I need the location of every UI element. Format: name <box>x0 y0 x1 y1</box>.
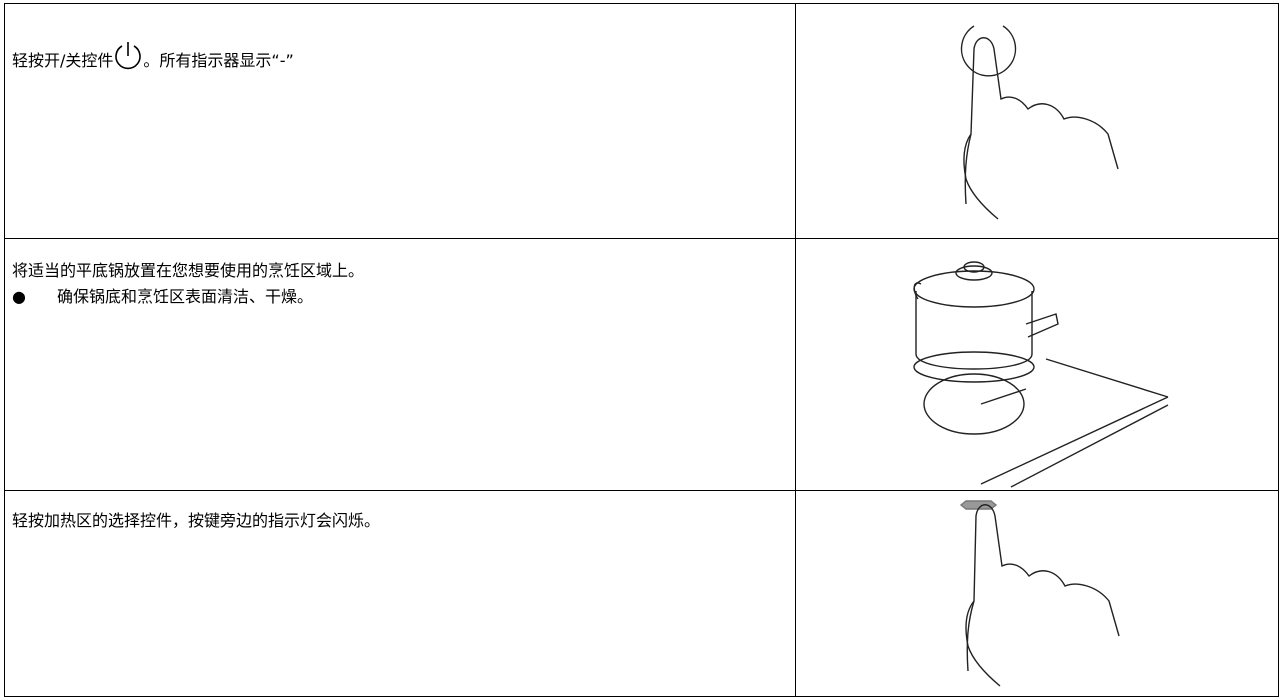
cell <box>4 3 796 239</box>
text: 。所有指示器显示“-” <box>143 51 294 70</box>
text: 轻按开/关控件 <box>12 51 114 70</box>
illustration-select <box>959 500 1120 687</box>
step-text: 轻按加热区的选择控件，按键旁边的指示灯会闪烁。 <box>12 511 381 530</box>
text: 确保锅底和烹饪区表面清洁、干燥。 <box>57 287 314 306</box>
illustration-pot <box>913 261 1169 488</box>
step-text: 将适当的平底锅放置在您想要使用的烹饪区域上。 <box>12 261 365 280</box>
power-icon <box>115 42 142 70</box>
bullet-item: ● 确保锅底和烹饪区表面清洁、干燥。 <box>12 287 314 306</box>
illustration-power <box>960 25 1119 220</box>
step-text: 轻按开/关控件 。所有指示器显示“-” <box>12 40 294 73</box>
